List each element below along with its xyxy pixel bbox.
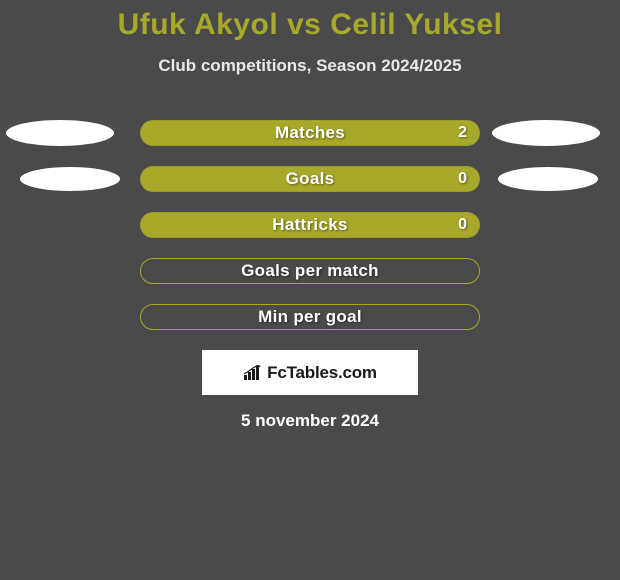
stat-value: 2 [458,124,467,142]
stat-bar: Hattricks 0 [140,212,480,238]
stat-row-goals: Goals 0 [0,166,620,192]
stat-row-hattricks: Hattricks 0 [0,212,620,238]
stat-row-matches: Matches 2 [0,120,620,146]
logo-text: FcTables.com [267,363,377,383]
stat-label: Goals per match [241,261,379,281]
chart-icon [243,365,263,381]
stat-value: 0 [458,170,467,188]
subtitle: Club competitions, Season 2024/2025 [0,56,620,76]
date-text: 5 november 2024 [0,411,620,431]
stat-bar: Goals 0 [140,166,480,192]
stat-label: Hattricks [272,215,347,235]
left-shadow-ellipse [20,167,120,191]
stat-bar: Matches 2 [140,120,480,146]
logo: FcTables.com [243,363,377,383]
page-title: Ufuk Akyol vs Celil Yuksel [0,0,620,42]
right-shadow-ellipse [492,120,600,146]
stat-bar: Min per goal [140,304,480,330]
stat-row-min-per-goal: Min per goal [0,304,620,330]
stat-value: 0 [458,216,467,234]
logo-box: FcTables.com [202,350,418,395]
right-shadow-ellipse [498,167,598,191]
comparison-widget: Ufuk Akyol vs Celil Yuksel Club competit… [0,0,620,431]
stat-label: Min per goal [258,307,362,327]
stat-row-goals-per-match: Goals per match [0,258,620,284]
stat-label: Goals [286,169,335,189]
left-shadow-ellipse [6,120,114,146]
stats-block: Matches 2 Goals 0 Hattricks 0 Goals per … [0,120,620,330]
stat-bar: Goals per match [140,258,480,284]
stat-label: Matches [275,123,345,143]
